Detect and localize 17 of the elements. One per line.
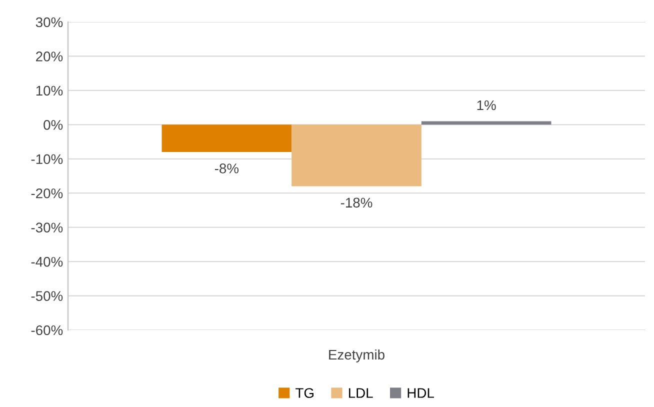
data-label: 1% [477, 100, 496, 110]
y-tick-label: -30% [31, 222, 63, 233]
legend-label: TG [296, 388, 314, 398]
y-tick-label: 30% [36, 17, 63, 28]
y-tick-label: -20% [31, 188, 63, 198]
y-tick-label: 20% [36, 52, 63, 62]
legend-label: HDL [408, 388, 434, 398]
y-tick-label: 0% [44, 120, 63, 130]
y-tick-label: -60% [31, 325, 63, 336]
data-label: -18% [340, 198, 372, 208]
x-tick-label: Ezetymib [329, 349, 384, 362]
legend-label: LDL [348, 388, 373, 398]
y-tick-label: -10% [31, 154, 63, 164]
data-label: -8% [214, 164, 239, 174]
y-tick-label: -50% [31, 291, 63, 301]
y-tick-label: 10% [36, 86, 63, 96]
y-tick-label: -40% [31, 256, 63, 267]
